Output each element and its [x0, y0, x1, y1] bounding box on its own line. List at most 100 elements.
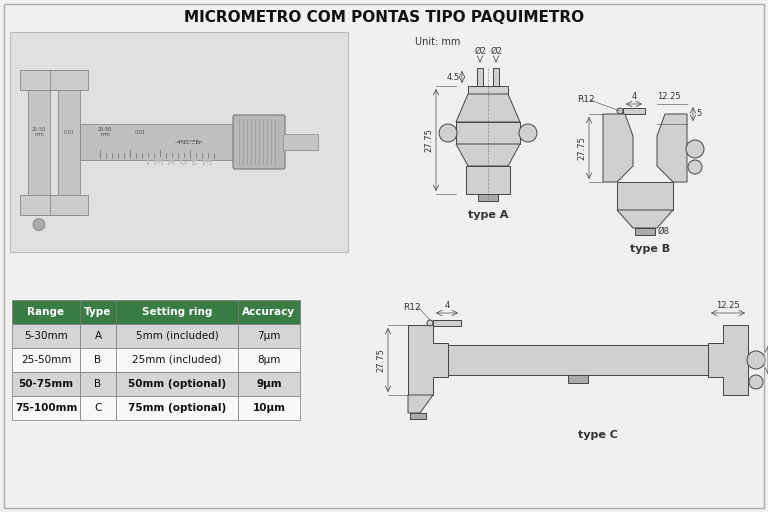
Bar [448, 345, 708, 375]
Text: 8μm: 8μm [257, 355, 280, 365]
Circle shape [747, 351, 765, 369]
Text: 75mm (optional): 75mm (optional) [128, 403, 226, 413]
Text: B: B [94, 355, 101, 365]
Bar [493, 68, 499, 86]
Text: 25mm (included): 25mm (included) [132, 355, 222, 365]
Bar [50, 70, 88, 90]
Circle shape [519, 124, 537, 142]
Bar [116, 348, 238, 372]
Text: type B: type B [630, 244, 670, 254]
Bar [478, 194, 498, 201]
Bar [283, 134, 318, 150]
Text: P A C O N T R O L: P A C O N T R O L [129, 142, 229, 152]
Text: C: C [94, 403, 101, 413]
Bar [20, 195, 58, 215]
FancyBboxPatch shape [233, 115, 285, 169]
Text: 5mm (included): 5mm (included) [136, 331, 218, 341]
Text: 25-50
mm: 25-50 mm [32, 126, 46, 137]
Bar [433, 320, 461, 326]
Bar [468, 86, 508, 94]
Circle shape [749, 375, 763, 389]
Text: 7μm: 7μm [257, 331, 280, 341]
Bar [20, 70, 58, 90]
Bar [238, 300, 300, 324]
Text: type C: type C [578, 430, 618, 440]
Bar [12, 396, 80, 420]
Bar [456, 122, 520, 144]
Text: 75-100mm: 75-100mm [15, 403, 78, 413]
Bar [12, 372, 80, 396]
Circle shape [33, 219, 45, 230]
Text: 4: 4 [445, 301, 449, 310]
Text: type A: type A [468, 210, 508, 220]
Polygon shape [617, 210, 673, 228]
Bar [80, 324, 116, 348]
Text: A: A [94, 331, 101, 341]
Text: 27.75: 27.75 [424, 128, 433, 152]
Bar [12, 348, 80, 372]
Bar [58, 70, 80, 215]
Polygon shape [456, 144, 520, 166]
Bar [410, 413, 426, 419]
Text: 25-50
mm: 25-50 mm [98, 126, 112, 137]
Bar [10, 32, 348, 252]
Bar [12, 300, 80, 324]
Text: ◄INSIZE►: ◄INSIZE► [175, 139, 205, 144]
Text: Setting ring: Setting ring [142, 307, 212, 317]
Circle shape [686, 140, 704, 158]
Bar [116, 324, 238, 348]
Bar [635, 228, 655, 235]
Text: Range: Range [28, 307, 65, 317]
Bar [116, 372, 238, 396]
Polygon shape [657, 114, 687, 182]
Bar [80, 348, 116, 372]
Bar [80, 300, 116, 324]
Text: Ø2: Ø2 [474, 47, 486, 56]
Text: B: B [94, 379, 101, 389]
Bar [238, 324, 300, 348]
Polygon shape [408, 325, 448, 395]
Bar [238, 348, 300, 372]
Bar [80, 124, 235, 160]
Text: 4: 4 [631, 92, 637, 101]
Bar [477, 68, 483, 86]
Circle shape [439, 124, 457, 142]
Text: I M A G E M: I M A G E M [146, 157, 212, 167]
Polygon shape [708, 325, 748, 395]
Text: Accuracy: Accuracy [243, 307, 296, 317]
Text: 50-75mm: 50-75mm [18, 379, 74, 389]
Circle shape [617, 108, 623, 114]
Text: 50mm (optional): 50mm (optional) [128, 379, 226, 389]
Bar [238, 372, 300, 396]
Bar [623, 108, 645, 114]
Text: 10μm: 10μm [253, 403, 286, 413]
Text: 5-30mm: 5-30mm [24, 331, 68, 341]
Bar [568, 375, 588, 383]
Bar [80, 396, 116, 420]
Text: 4.5: 4.5 [447, 73, 460, 81]
Text: Ø8: Ø8 [658, 226, 670, 236]
Bar [116, 396, 238, 420]
Bar [50, 195, 88, 215]
Polygon shape [603, 114, 633, 182]
Text: MICROMETRO COM PONTAS TIPO PAQUIMETRO: MICROMETRO COM PONTAS TIPO PAQUIMETRO [184, 11, 584, 26]
Text: R12: R12 [577, 96, 594, 104]
Text: R12: R12 [403, 303, 421, 311]
Text: Type: Type [84, 307, 111, 317]
Bar [617, 182, 673, 210]
Circle shape [688, 160, 702, 174]
Bar [28, 70, 50, 215]
Bar [238, 396, 300, 420]
Text: 12.25: 12.25 [657, 92, 680, 101]
Text: 5: 5 [696, 110, 701, 118]
Text: 25-50mm: 25-50mm [21, 355, 71, 365]
Text: 0.01: 0.01 [134, 130, 145, 135]
Circle shape [427, 320, 433, 326]
Bar [12, 324, 80, 348]
Text: 27.75: 27.75 [577, 136, 586, 160]
Text: 12.25: 12.25 [717, 301, 740, 310]
Bar [116, 300, 238, 324]
Text: 0.01: 0.01 [64, 130, 74, 135]
Bar [466, 166, 510, 194]
Text: 9μm: 9μm [257, 379, 282, 389]
